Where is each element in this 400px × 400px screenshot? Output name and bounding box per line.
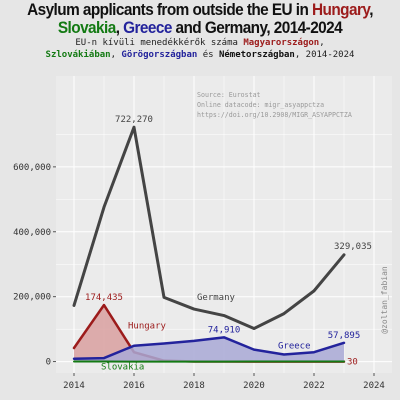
title-comma: , [369,1,373,19]
subtitle-comma-2: , [110,50,122,60]
subtitle-germany: Németországban [218,50,295,60]
data-label: 30 [347,358,358,368]
data-label: 74,910 [208,325,241,335]
title-slovakia: Slovakia [57,19,116,37]
source-line: https://doi.org/10.2908/MIGR_ASYAPPCTZA [197,111,352,119]
series-label: Germany [197,293,236,303]
title-germany: Germany [204,19,267,37]
y-tick-label: 600,000 [13,163,51,173]
x-tick-label: 2020 [243,381,265,391]
data-label: 722,270 [115,115,153,125]
x-tick-label: 2024 [363,381,385,391]
subtitle-hungary: Magyarországon [243,38,320,48]
greece-series-line [72,336,346,360]
germany-series-line [72,125,346,331]
subtitle-suffix: , 2014-2024 [294,50,355,60]
chart-title: Asylum applicants from outside the EU in… [14,1,386,37]
series-label: Hungary [128,322,167,332]
x-tick-label: 2016 [123,381,145,391]
source-note: Source: Eurostat Online datacode: migr_as… [197,91,352,119]
data-label: 57,895 [328,331,361,341]
title-comma-2: , [115,19,124,37]
data-label: 329,035 [334,242,372,252]
y-tick-label: 200,000 [13,293,51,303]
subtitle-prefix: EU-n kívüli menedékkérők száma [75,38,244,48]
subtitle-middle: és [197,50,219,60]
y-tick-label: 400,000 [13,228,51,238]
source-line: Online datacode: migr_asyappctza [197,101,324,109]
series-label: Slovakia [101,362,144,372]
data-label: 174,435 [85,293,123,303]
greece-area [74,337,344,362]
y-tick-label: 0 [46,358,51,368]
title-prefix: Asylum applicants from outside the EU in [27,1,313,19]
subtitle-greece: Görögországban [121,50,198,60]
watermark: @zoltan_fabian [380,266,389,334]
chart-subtitle: EU-n kívüli menedékkérők száma Magyarors… [0,37,400,61]
subtitle-slovakia: Szlovákiában [45,50,111,60]
title-middle: and [171,19,205,37]
x-tick-label: 2018 [183,381,205,391]
subtitle-comma: , [319,38,325,48]
source-line: Source: Eurostat [197,91,261,99]
title-greece: Greece [123,19,172,37]
x-tick-label: 2022 [303,381,325,391]
series-label: Greece [278,342,311,352]
x-tick-label: 2014 [63,381,85,391]
title-suffix: , 2014-2024 [266,19,343,37]
title-hungary: Hungary [312,1,370,19]
